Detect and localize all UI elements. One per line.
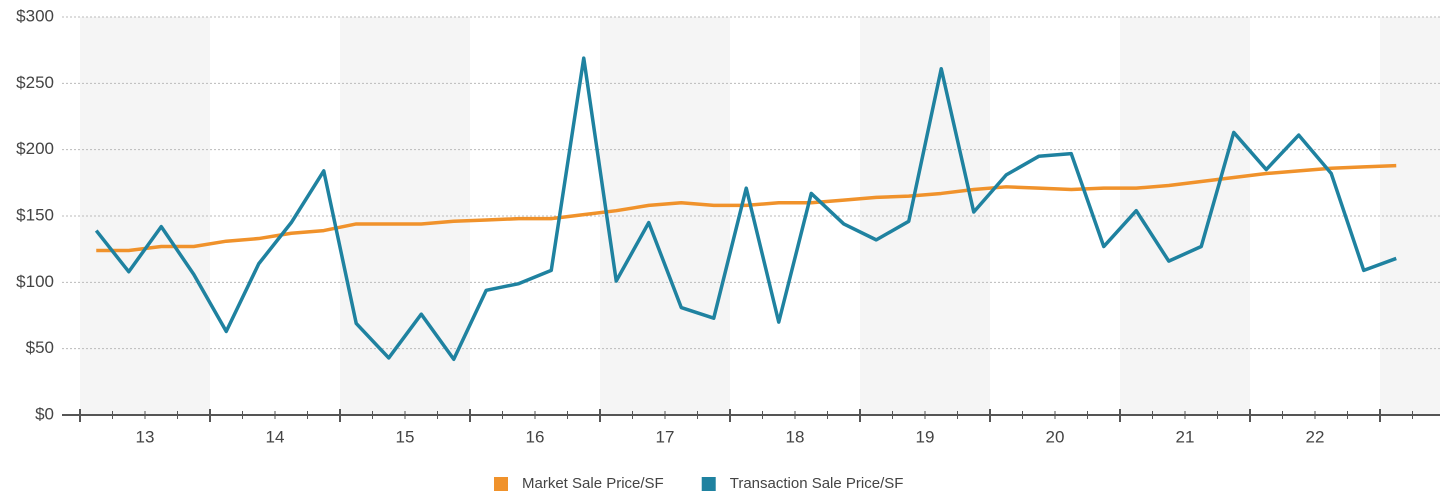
- x-tick-label: 19: [916, 427, 935, 446]
- legend-swatch: [701, 477, 716, 491]
- legend-label: Market Sale Price/SF: [522, 475, 664, 492]
- x-tick-label: 18: [786, 427, 805, 446]
- y-tick-label: $250: [16, 73, 54, 92]
- legend-swatch: [494, 477, 508, 491]
- x-tick-label: 16: [526, 427, 545, 446]
- band: [340, 17, 470, 415]
- band: [80, 17, 210, 415]
- band: [600, 17, 730, 415]
- y-tick-label: $200: [16, 139, 54, 158]
- series-line: [96, 163, 1397, 253]
- x-tick-label: 21: [1176, 427, 1195, 446]
- x-tick-label: 14: [266, 427, 285, 446]
- x-tick-label: 22: [1306, 427, 1325, 446]
- series-line: [94, 56, 1397, 362]
- y-tick-label: $0: [35, 404, 54, 423]
- y-tick-label: $150: [16, 205, 54, 224]
- x-tick-label: 13: [136, 427, 155, 446]
- legend-label: Transaction Sale Price/SF: [730, 475, 904, 492]
- x-tick-label: 15: [396, 427, 415, 446]
- y-tick-label: $100: [16, 272, 54, 291]
- x-tick-label: 17: [656, 427, 675, 446]
- band: [860, 17, 990, 415]
- y-tick-label: $300: [16, 6, 54, 25]
- x-tick-label: 20: [1046, 427, 1065, 446]
- y-tick-label: $50: [26, 338, 54, 357]
